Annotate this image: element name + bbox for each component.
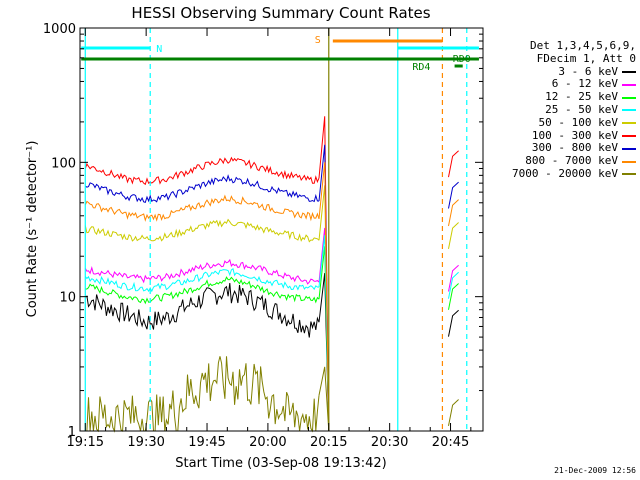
annotation-label: S: [315, 35, 321, 46]
annotation-label: RD0: [453, 54, 471, 65]
series-line: [84, 218, 320, 243]
legend-entry: 800 - 7000 keV: [486, 154, 636, 168]
flare-spike: [318, 162, 330, 432]
series-line: [84, 156, 320, 186]
annotation-label: RD4: [412, 62, 430, 73]
late-segment: [448, 222, 459, 249]
x-tick-label: 20:00: [249, 435, 286, 450]
legend-entry: 50 - 100 keV: [486, 115, 636, 130]
y-tick-label: 100: [51, 156, 76, 171]
legend-swatch: [622, 109, 636, 112]
y-tick-label: 1: [68, 425, 76, 440]
legend-label: 50 - 100 keV: [538, 115, 618, 129]
y-axis-label: Count Rate (s⁻¹ detector⁻¹): [25, 141, 40, 318]
late-segment: [448, 309, 459, 337]
series-line: [85, 283, 320, 338]
x-axis-label: Start Time (03-Sep-08 19:13:42): [175, 456, 386, 471]
legend-label: 300 - 800 keV: [531, 141, 618, 155]
late-segment: [448, 399, 459, 426]
legend-label: 12 - 25 keV: [545, 90, 618, 104]
legend-entry: 6 - 12 keV: [486, 78, 636, 91]
x-tick-label: 20:30: [371, 435, 408, 450]
generated-date: 21-Dec-2009 12:56: [554, 466, 636, 475]
series-line: [84, 194, 320, 222]
legend-entry: 100 - 300 keV: [486, 128, 636, 143]
chart-legend: Det 1,3,4,5,6,9, FDecim 1, Att 0 3 - 6 k…: [486, 39, 636, 181]
chart-title: HESSI Observing Summary Count Rates: [131, 4, 430, 22]
legend-swatch: [622, 160, 636, 163]
legend-label: 100 - 300 keV: [531, 128, 618, 142]
legend-swatch: [622, 96, 636, 99]
legend-swatch: [622, 70, 636, 73]
legend-entry: 12 - 25 keV: [486, 90, 636, 104]
legend-swatch: [622, 147, 636, 150]
series-line: [85, 356, 320, 433]
series-line: [85, 276, 320, 305]
legend-header-line-2: FDecim 1, Att 0: [536, 51, 636, 65]
legend-entry: 7000 - 20000 keV: [486, 166, 636, 181]
y-tick-label: 10: [59, 291, 76, 306]
legend-swatch: [622, 122, 636, 125]
legend-swatch: [622, 83, 636, 86]
y-tick-label: 1000: [43, 22, 76, 37]
legend-header-line-1: Det 1,3,4,5,6,9,: [530, 39, 636, 52]
late-segment: [448, 271, 459, 299]
legend-entry: 300 - 800 keV: [486, 142, 636, 155]
series-line: [85, 174, 320, 204]
x-tick-label: 19:15: [67, 435, 104, 450]
x-tick-label: 19:45: [188, 435, 225, 450]
legend-swatch: [622, 134, 636, 137]
late-segment: [448, 181, 459, 209]
legend-label: 800 - 7000 keV: [525, 154, 618, 168]
legend-entry: 25 - 50 keV: [486, 102, 636, 117]
late-segment: [448, 150, 459, 178]
flare-spike: [318, 366, 330, 432]
plot-frame: [79, 27, 484, 432]
series-line: [84, 258, 320, 285]
series-line: [84, 267, 320, 293]
legend-swatch: [622, 173, 636, 176]
legend-label: 7000 - 20000 keV: [512, 166, 618, 180]
legend-label: 6 - 12 keV: [551, 77, 618, 91]
late-segment: [448, 283, 459, 310]
x-tick-label: 19:30: [127, 435, 164, 450]
late-segment: [448, 199, 459, 227]
annotation-label: N: [156, 44, 162, 55]
legend-label: 3 - 6 keV: [558, 64, 618, 78]
x-tick-label: 20:15: [310, 435, 347, 450]
x-tick-label: 20:45: [432, 435, 469, 450]
legend-entry: 3 - 6 keV: [486, 64, 636, 79]
late-segment: [448, 264, 459, 292]
legend-label: 25 - 50 keV: [545, 102, 618, 116]
